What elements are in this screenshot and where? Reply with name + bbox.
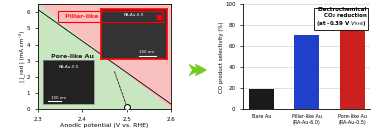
Text: Electrochemical
CO₂ reduction
(at -0.39 V $V_{RHE}$): Electrochemical CO₂ reduction (at -0.39 …	[316, 7, 367, 28]
Bar	[294, 35, 319, 109]
Text: Pillar-like Au: Pillar-like Au	[65, 14, 109, 19]
Bar	[249, 89, 274, 109]
Bar	[340, 12, 365, 109]
Y-axis label: | J_red | (mA cm⁻²): | J_red | (mA cm⁻²)	[19, 31, 25, 82]
Polygon shape	[38, 4, 172, 109]
Text: Pore-like Au: Pore-like Au	[51, 53, 94, 59]
Polygon shape	[38, 4, 172, 109]
X-axis label: Anodic potential (V vs. RHE): Anodic potential (V vs. RHE)	[60, 123, 149, 128]
Y-axis label: CO product selectivity (%): CO product selectivity (%)	[218, 21, 224, 93]
